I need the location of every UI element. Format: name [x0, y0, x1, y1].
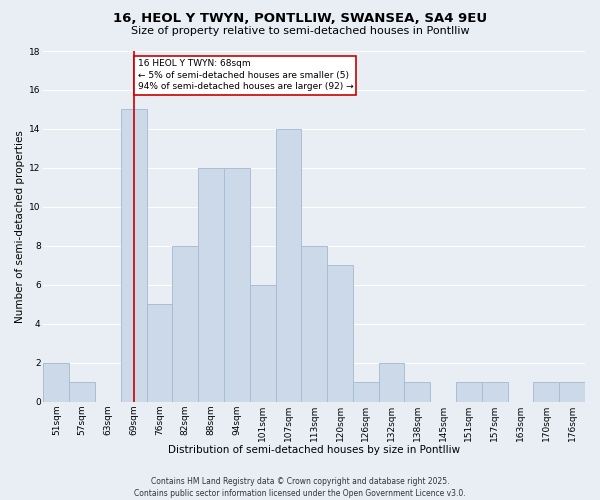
Bar: [121, 110, 146, 402]
Bar: [404, 382, 430, 402]
Bar: [198, 168, 224, 402]
Bar: [379, 362, 404, 402]
Bar: [559, 382, 585, 402]
Bar: [275, 129, 301, 402]
Bar: [353, 382, 379, 402]
Text: 16 HEOL Y TWYN: 68sqm
← 5% of semi-detached houses are smaller (5)
94% of semi-d: 16 HEOL Y TWYN: 68sqm ← 5% of semi-detac…: [137, 59, 353, 92]
Bar: [533, 382, 559, 402]
Text: 16, HEOL Y TWYN, PONTLLIW, SWANSEA, SA4 9EU: 16, HEOL Y TWYN, PONTLLIW, SWANSEA, SA4 …: [113, 12, 487, 26]
Bar: [224, 168, 250, 402]
Bar: [146, 304, 172, 402]
Bar: [43, 362, 69, 402]
Bar: [172, 246, 198, 402]
Text: Size of property relative to semi-detached houses in Pontlliw: Size of property relative to semi-detach…: [131, 26, 469, 36]
Bar: [482, 382, 508, 402]
Text: Contains HM Land Registry data © Crown copyright and database right 2025.
Contai: Contains HM Land Registry data © Crown c…: [134, 476, 466, 498]
Bar: [327, 266, 353, 402]
Bar: [250, 285, 275, 402]
Bar: [456, 382, 482, 402]
Bar: [69, 382, 95, 402]
X-axis label: Distribution of semi-detached houses by size in Pontlliw: Distribution of semi-detached houses by …: [168, 445, 460, 455]
Bar: [301, 246, 327, 402]
Y-axis label: Number of semi-detached properties: Number of semi-detached properties: [15, 130, 25, 323]
